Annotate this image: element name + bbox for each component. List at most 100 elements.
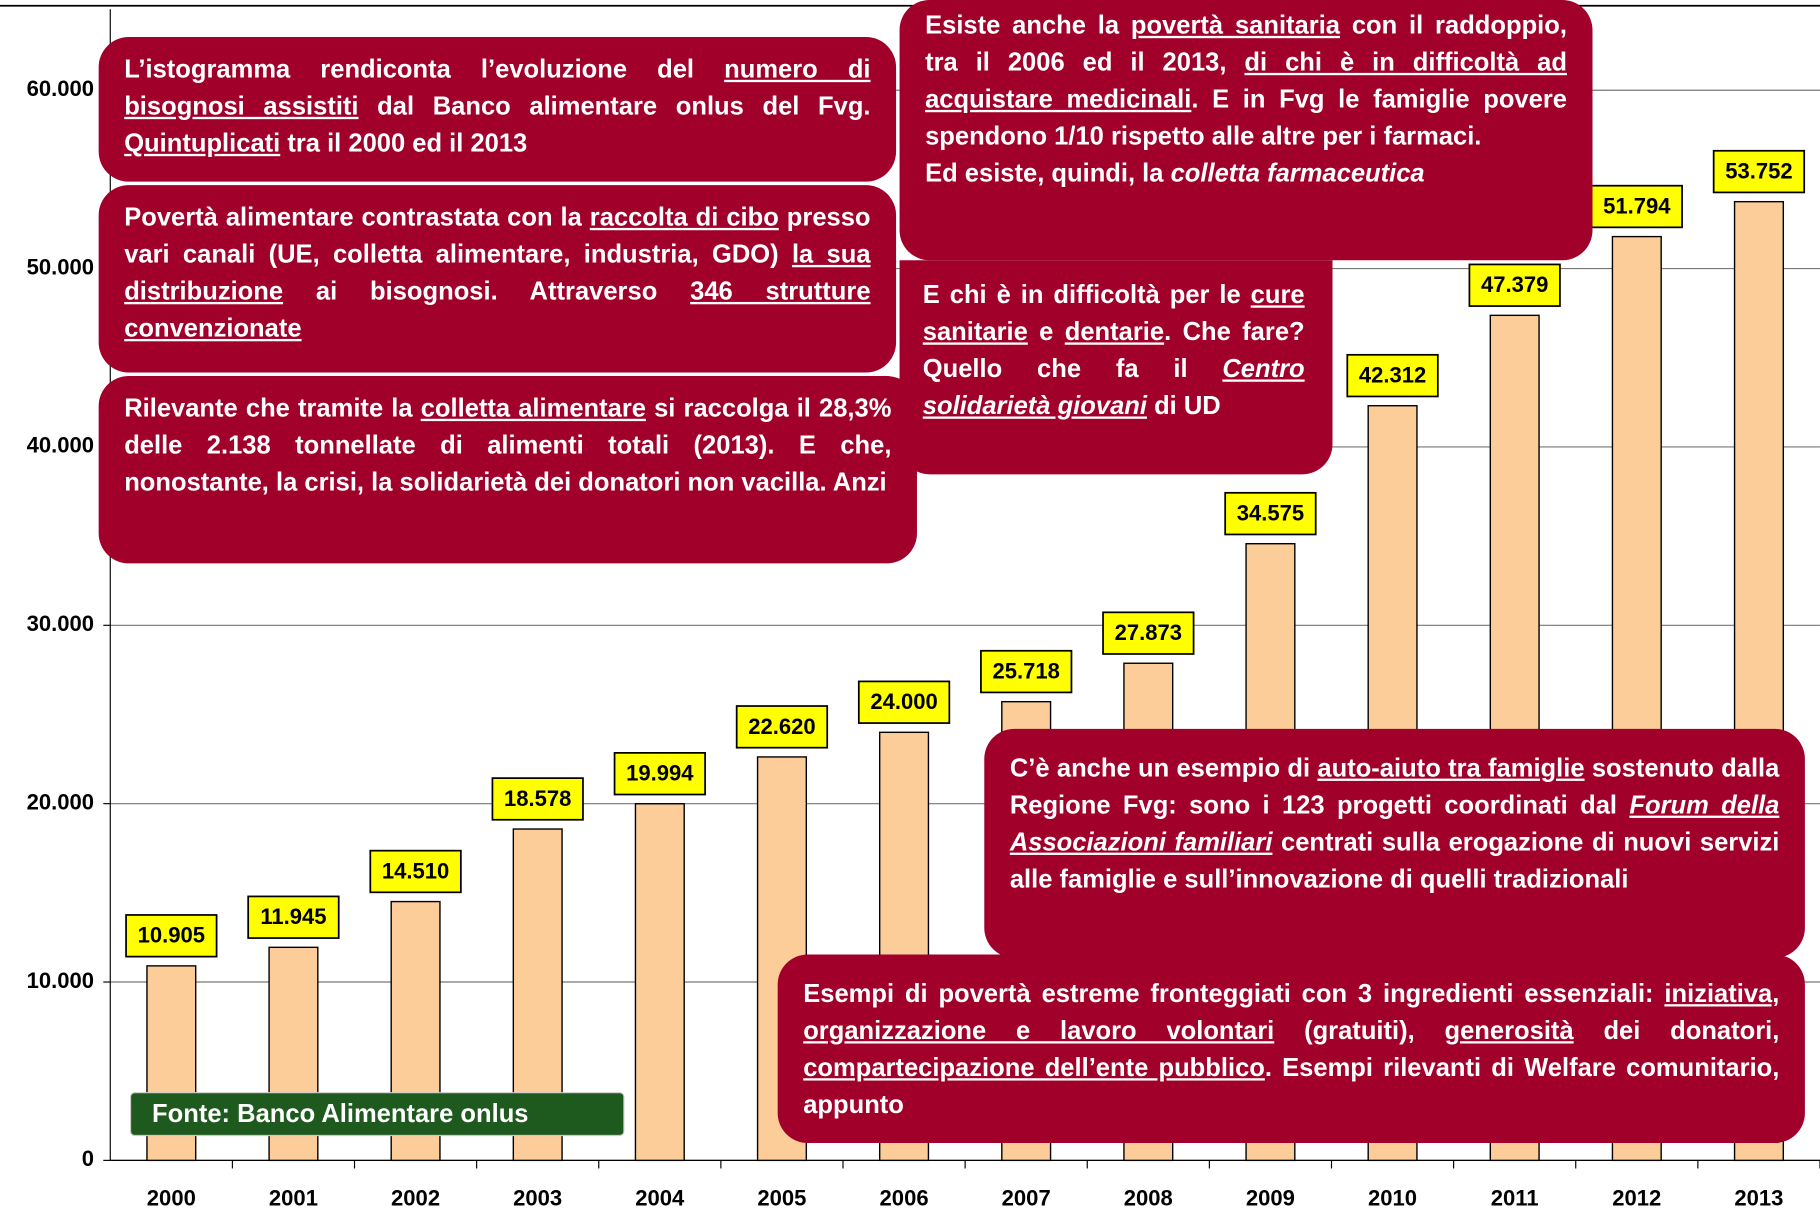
annotation-text: colletta alimentare — [420, 393, 646, 423]
x-tick-label: 2001 — [269, 1186, 318, 1211]
value-label: 10.905 — [138, 923, 205, 948]
value-label-box — [735, 705, 829, 749]
value-label: 42.312 — [1359, 363, 1426, 388]
annotation-box: L’istogramma rendiconta l’evoluzione del… — [98, 37, 897, 182]
annotation-text: . Che fare? Quello che fa il — [922, 316, 1305, 383]
annotation-paragraph: Esempi di povertà estreme fronteggiati c… — [803, 975, 1779, 1123]
annotation-text: dei donatori, — [1573, 1015, 1780, 1045]
annotation-text: Rilevante che tramite la — [124, 393, 421, 423]
x-tick-label: 2005 — [757, 1186, 806, 1211]
x-tick-label: 2002 — [391, 1186, 440, 1211]
annotation-text: si raccolga il 28,3% delle 2.138 tonnell… — [124, 393, 892, 497]
annotation-text: (gratuiti), — [1274, 1015, 1445, 1045]
value-label-box — [1102, 611, 1195, 655]
annotation-box: Esempi di povertà estreme fronteggiati c… — [777, 954, 1805, 1144]
annotation-text: colletta farmaceutica — [1170, 158, 1425, 188]
annotation-paragraph: C’è anche un esempio di auto-aiuto tra f… — [1010, 750, 1780, 898]
annotation-text: iniziativa, organizzazione e lavoro volo… — [803, 978, 1780, 1045]
annotation-text: cure sanitarie — [922, 279, 1305, 346]
y-tick-label: 50.000 — [27, 254, 94, 279]
annotation-text: L’istogramma rendiconta l’evoluzione del — [124, 54, 725, 84]
annotation-text: C’è anche un esempio di — [1009, 753, 1318, 783]
bar — [634, 803, 685, 1162]
annotation-text: presso vari canali (UE, colletta aliment… — [124, 202, 871, 269]
value-label: 18.578 — [504, 786, 571, 811]
annotation-text: generosità — [1444, 1015, 1574, 1045]
value-label-box — [491, 777, 584, 821]
value-label-box — [125, 914, 218, 958]
annotation-text: tra il 2000 ed il 2013 — [280, 128, 528, 158]
annotation-text: . E in Fvg le famiglie povere spendono 1… — [925, 84, 1567, 151]
annotation-text: numero di bisognosi assistiti — [124, 54, 871, 121]
annotation-box: E chi è in difficoltà per le cure sanita… — [899, 260, 1333, 475]
value-label-box — [247, 895, 340, 939]
annotation-text: con il raddoppio, tra il 2006 ed il 2013… — [925, 10, 1567, 77]
value-label: 19.994 — [626, 761, 694, 786]
annotation-text: dentarie — [1064, 316, 1165, 346]
value-label: 25.718 — [992, 659, 1059, 684]
value-label-box — [1346, 353, 1439, 398]
value-label-box — [1590, 184, 1683, 229]
value-label: 34.575 — [1237, 501, 1304, 526]
y-tick-label: 40.000 — [27, 433, 94, 458]
annotation-text: povertà sanitaria — [1130, 10, 1341, 40]
annotation-text: la sua distribuzione — [124, 239, 871, 306]
annotation-text: Esempi di povertà estreme fronteggiati c… — [803, 978, 1665, 1008]
annotation-text: auto-aiuto tra famiglie — [1317, 753, 1585, 783]
annotation-text: . Esempi rilevanti di Welfare comunitari… — [803, 1052, 1780, 1119]
annotation-text: di chi è in difficoltà ad acquistare med… — [925, 47, 1567, 114]
annotation-box: Rilevante che tramite la colletta alimen… — [98, 375, 917, 564]
x-tick-label: 2008 — [1124, 1186, 1173, 1211]
annotation-text: Quintuplicati — [124, 128, 281, 158]
annotation-box: Povertà alimentare contrastata con la ra… — [98, 185, 897, 373]
annotation-text: ai bisognosi. Attraverso — [283, 276, 691, 306]
annotation-paragraph: Povertà alimentare contrastata con la ra… — [124, 199, 870, 347]
value-label: 14.510 — [382, 858, 449, 883]
annotation-text: sostenuto dalla Regione Fvg: sono i 123 … — [1009, 753, 1780, 820]
annotation-text: centrati sulla erogazione di nuovi servi… — [1009, 827, 1780, 894]
annotation-paragraph: Esiste anche la povertà sanitaria con il… — [925, 7, 1567, 155]
annotation-paragraph: E chi è in difficoltà per le cure sanita… — [923, 276, 1305, 424]
y-tick-label: 30.000 — [27, 611, 94, 636]
source-note: Fonte: Banco Alimentare onlus — [129, 1092, 625, 1137]
x-tick-label: 2007 — [1002, 1186, 1051, 1211]
annotation-text: dal Banco alimentare onlus del Fvg. — [358, 91, 871, 121]
annotation-text: di UD — [1146, 391, 1221, 420]
value-label-box — [857, 680, 951, 724]
annotation-text: Povertà alimentare contrastata con la — [124, 202, 590, 232]
annotation-paragraph: Ed esiste, quindi, la colletta farmaceut… — [925, 155, 1567, 192]
x-tick-label: 2003 — [513, 1186, 562, 1211]
value-label-box — [613, 751, 706, 796]
annotation-text: Ed esiste, quindi, la — [925, 158, 1171, 188]
annotation-paragraph: L’istogramma rendiconta l’evoluzione del… — [124, 51, 870, 162]
annotation-text: e — [1027, 316, 1065, 346]
annotation-box: C’è anche un esempio di auto-aiuto tra f… — [984, 728, 1805, 958]
value-label-box — [369, 849, 462, 894]
value-label: 53.752 — [1725, 159, 1792, 184]
value-label-box — [1224, 491, 1317, 536]
x-tick-label: 2010 — [1368, 1186, 1417, 1211]
y-tick-label: 60.000 — [27, 76, 94, 101]
x-tick-label: 2006 — [880, 1186, 929, 1211]
annotation-text: Esiste anche la — [925, 10, 1131, 40]
annotation-text: E chi è in difficoltà per le — [922, 279, 1251, 309]
value-label-box — [1712, 149, 1806, 194]
x-tick-label: 2004 — [635, 1186, 685, 1211]
value-label-box — [1468, 263, 1561, 307]
value-label: 22.620 — [748, 714, 815, 739]
annotation-text: Centro solidarietà giovani — [922, 354, 1305, 420]
x-tick-label: 2012 — [1612, 1186, 1661, 1211]
y-tick-label: 20.000 — [27, 789, 94, 814]
x-tick-label: 2009 — [1246, 1186, 1295, 1211]
annotation-text: compartecipazione dell’ente pubblico — [803, 1052, 1265, 1082]
x-tick-label: 2013 — [1734, 1186, 1783, 1211]
value-label: 51.794 — [1603, 194, 1671, 219]
annotation-text: Forum della Associazioni familiari — [1009, 790, 1780, 857]
annotation-text: raccolta di cibo — [589, 202, 779, 232]
annotation-text: 346 strutture convenzionate — [124, 276, 871, 343]
value-label: 11.945 — [260, 904, 326, 929]
value-label: 27.873 — [1115, 620, 1182, 645]
annotation-paragraph: Rilevante che tramite la colletta alimen… — [124, 390, 891, 501]
